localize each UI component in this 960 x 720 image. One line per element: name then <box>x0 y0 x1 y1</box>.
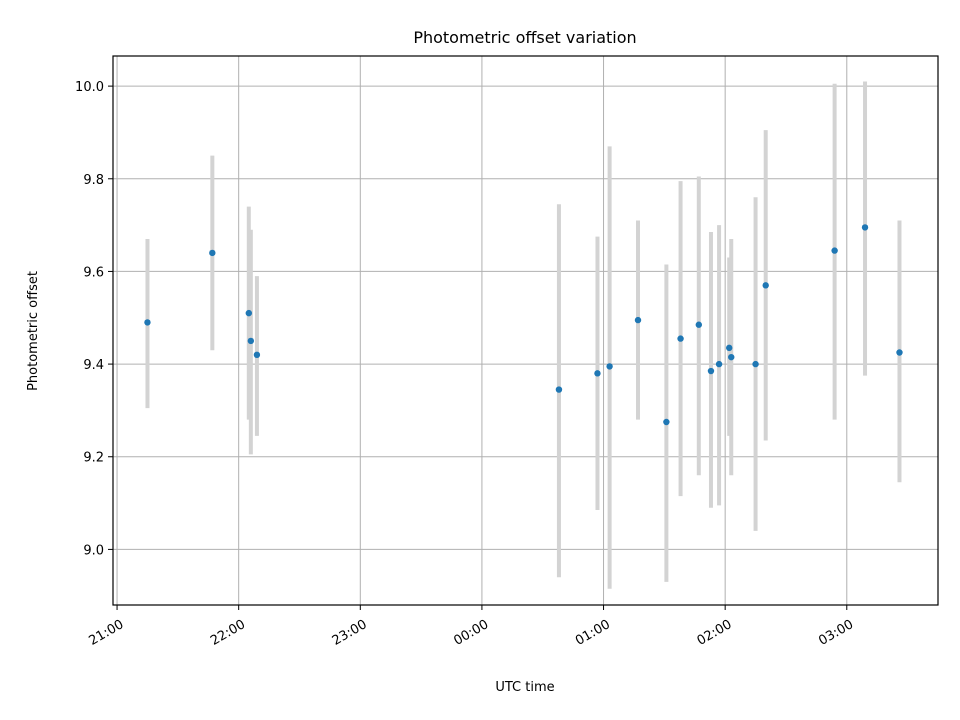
x-tick-label: 03:00 <box>816 617 856 649</box>
plot-frame <box>112 55 939 606</box>
x-tick-label: 00:00 <box>451 617 491 649</box>
data-point <box>634 316 642 324</box>
data-point <box>245 309 253 317</box>
y-tick-label: 10.0 <box>75 80 104 95</box>
x-tick-label: 01:00 <box>573 617 613 649</box>
data-point <box>861 224 869 231</box>
x-tick-label: 23:00 <box>330 617 370 649</box>
data-point <box>715 360 723 368</box>
y-tick-label: 9.6 <box>83 265 104 280</box>
chart-title: Photometric offset variation <box>413 28 636 47</box>
y-tick-label: 9.0 <box>83 543 104 558</box>
data-point <box>752 360 759 368</box>
error-bars <box>145 81 902 589</box>
data-point <box>728 353 735 361</box>
data-point <box>555 386 563 393</box>
data-point <box>144 319 151 326</box>
x-axis-label: UTC time <box>495 680 554 695</box>
y-tick-label: 9.4 <box>83 358 104 373</box>
data-point <box>253 351 261 359</box>
x-tick-label: 02:00 <box>695 617 735 649</box>
data-point <box>677 335 684 342</box>
data-point <box>726 344 733 352</box>
data-point <box>663 418 670 426</box>
y-axis-label: Photometric offset <box>26 271 41 391</box>
x-axis-ticks: 21:00 22:00 23:00 00:00 01:00 02:00 03:00 <box>87 605 856 649</box>
y-tick-label: 9.8 <box>83 173 104 188</box>
data-point <box>606 363 613 370</box>
data-point <box>762 282 769 289</box>
x-tick-label: 21:00 <box>87 617 127 649</box>
data-point <box>594 370 601 377</box>
data-point <box>695 321 703 328</box>
data-point <box>707 367 715 375</box>
x-tick-label: 22:00 <box>208 617 248 649</box>
data-point <box>831 247 838 254</box>
data-point <box>896 349 903 356</box>
grid <box>113 56 938 605</box>
y-tick-label: 9.2 <box>83 451 104 466</box>
data-point <box>209 249 216 257</box>
data-points <box>144 224 903 426</box>
data-point <box>247 337 255 345</box>
y-axis-ticks: 9.0 9.2 9.4 9.6 9.8 10.0 <box>75 80 113 558</box>
